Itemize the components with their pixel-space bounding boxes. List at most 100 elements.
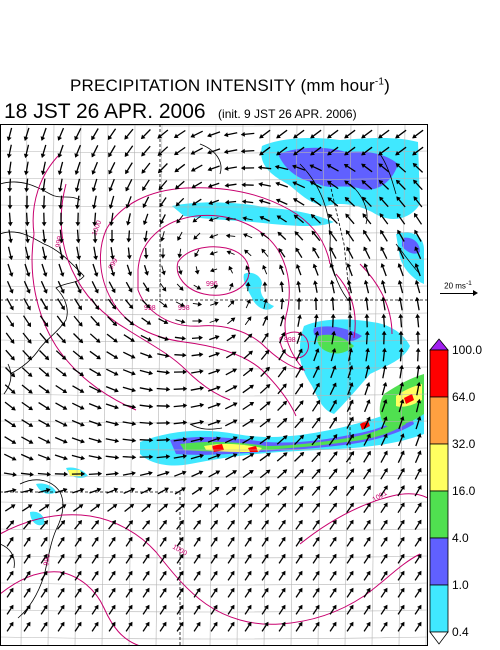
wind-arrowhead <box>23 136 29 142</box>
wind-arrowhead <box>366 399 371 404</box>
wind-arrowhead <box>332 416 337 422</box>
wind-arrowhead <box>343 163 349 169</box>
wind-arrowhead <box>240 165 245 171</box>
wind-arrowhead <box>113 354 119 359</box>
wind-arrowhead <box>332 553 337 559</box>
wind-arrowhead <box>40 170 46 176</box>
wind-arrowhead <box>265 401 271 406</box>
wind-arrowhead <box>109 221 114 227</box>
wind-arrowhead <box>92 222 98 227</box>
wind-arrowhead <box>293 150 298 156</box>
wind-arrowhead <box>27 504 33 509</box>
wind-arrowhead <box>207 132 212 138</box>
wind-arrowhead <box>264 536 269 542</box>
wind-arrowhead <box>62 487 68 493</box>
wind-arrowhead <box>174 167 180 173</box>
wind-arrowhead <box>415 364 421 370</box>
wind-arrowhead <box>199 436 205 442</box>
precip-area-sw2 <box>36 483 56 494</box>
wind-arrowhead <box>149 437 154 443</box>
wind-arrowhead <box>275 181 280 187</box>
colorbar-segment <box>429 443 449 492</box>
wind-arrowhead <box>416 415 422 421</box>
isobar-label: 999 <box>55 236 64 249</box>
wind-arrowhead <box>157 134 163 139</box>
wind-arrowhead <box>124 152 130 157</box>
wind-arrowhead <box>108 152 113 158</box>
wind-arrowhead <box>400 587 405 593</box>
wind-arrowhead <box>240 131 245 137</box>
wind-arrowhead <box>366 416 371 422</box>
wind-arrowhead <box>382 364 388 370</box>
wind-arrowhead <box>147 487 153 492</box>
wind-arrowhead <box>347 330 353 336</box>
wind-arrowhead <box>74 135 79 141</box>
wind-arrowhead <box>348 347 354 353</box>
wind-arrowhead <box>346 279 352 285</box>
wind-arrowhead <box>58 222 64 227</box>
wind-arrowhead <box>12 472 17 477</box>
wind-vectors <box>3 127 424 632</box>
wind-arrowhead <box>279 264 284 270</box>
wind-arrowhead <box>147 353 153 359</box>
wind-arrowhead <box>25 272 31 277</box>
wind-arrowhead <box>94 604 99 610</box>
wind-arrowhead <box>417 536 422 542</box>
wind-arrowhead <box>249 453 255 458</box>
wind-arrowhead <box>349 416 354 422</box>
wind-arrowhead <box>245 281 251 287</box>
wind-arrowhead <box>363 279 369 285</box>
wind-arrowhead <box>126 238 132 243</box>
wind-arrowhead <box>295 264 301 269</box>
wind-arrowhead <box>113 487 119 493</box>
wind-arrowhead <box>264 519 269 525</box>
wind-arrowhead <box>198 335 203 341</box>
wind-arrowhead <box>177 253 183 259</box>
wind-arrowhead <box>298 536 303 542</box>
wind-arrowhead <box>223 149 229 155</box>
wind-arrowhead <box>97 471 103 477</box>
precip-area-central-green <box>317 334 354 354</box>
isobar-label: 998 <box>178 305 190 312</box>
wind-arrowhead <box>232 470 238 475</box>
wind-arrowhead <box>142 186 147 192</box>
wind-arrowhead <box>145 536 150 542</box>
wind-arrowhead <box>282 383 287 389</box>
wind-arrowhead <box>344 180 349 185</box>
wind-arrowhead <box>60 604 65 610</box>
wind-arrowhead <box>96 388 102 393</box>
wind-arrowhead <box>191 201 197 206</box>
wind-arrowhead <box>282 435 288 440</box>
wind-arrowhead <box>97 421 102 427</box>
wind-arrowhead <box>96 487 102 493</box>
wind-arrowhead <box>231 486 237 492</box>
wind-arrowhead <box>383 450 388 456</box>
wind-arrowhead <box>63 471 69 477</box>
wind-arrowhead <box>127 271 133 277</box>
wind-arrowhead <box>231 351 237 356</box>
wind-arrowhead <box>399 364 404 370</box>
wind-arrowhead <box>181 487 186 492</box>
wind-arrowhead <box>75 222 81 227</box>
wind-arrowhead <box>362 213 367 218</box>
wind-arrowhead <box>177 270 183 275</box>
wind-arrowhead <box>213 621 218 627</box>
wind-arrowhead <box>60 322 66 327</box>
meridian-line <box>344 124 352 646</box>
wind-arrowhead <box>366 433 371 439</box>
wind-arrowhead <box>181 470 187 476</box>
wind-arrowhead <box>26 553 31 559</box>
wind-arrowhead <box>398 330 404 335</box>
wind-arrowhead <box>45 439 51 444</box>
wind-arrowhead <box>128 520 134 525</box>
wind-arrowhead <box>279 297 285 303</box>
init-time: (init. 9 JST 26 APR. 2006) <box>218 107 357 121</box>
wind-arrowhead <box>415 296 420 302</box>
wind-arrowhead <box>346 246 351 252</box>
wind-arrowhead <box>96 371 102 376</box>
wind-arrowhead <box>42 255 48 261</box>
wind-arrowhead <box>145 553 150 559</box>
title-text: PRECIPITATION INTENSITY (mm hour <box>69 76 375 95</box>
wind-arrowhead <box>299 434 305 440</box>
wind-arrowhead <box>232 436 238 441</box>
